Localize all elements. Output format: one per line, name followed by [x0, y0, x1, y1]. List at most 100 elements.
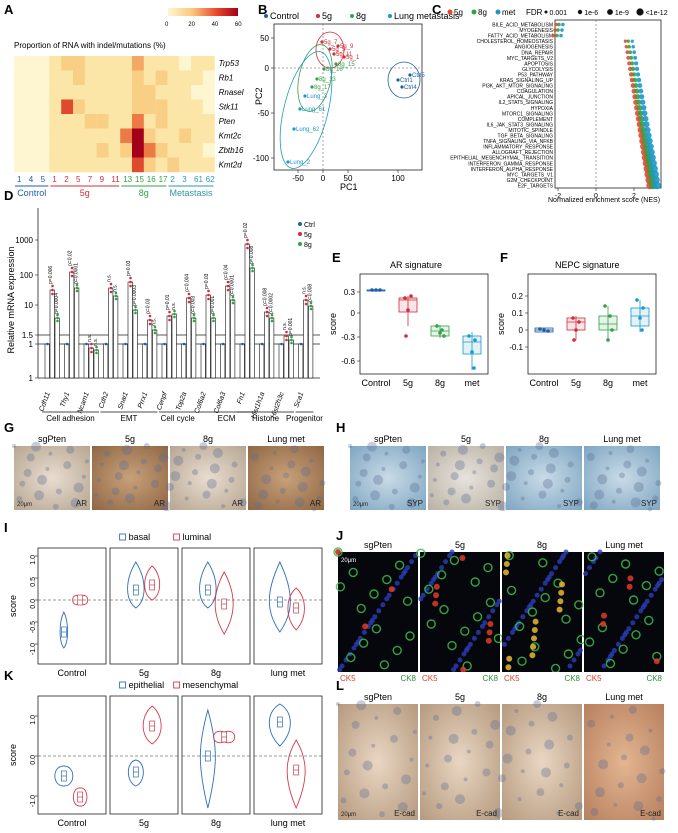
heatmap-cell	[73, 99, 85, 115]
box-ylabel: score	[328, 313, 338, 335]
cell-nucleus	[261, 474, 272, 485]
pathway-label: DNA_REPAIR	[521, 50, 553, 56]
bar-8g	[171, 313, 177, 379]
heatmap-cell	[61, 56, 74, 71]
stain-label: SYP	[407, 499, 423, 508]
fluorescence-image	[420, 552, 500, 672]
cell-nucleus	[99, 462, 104, 467]
cell-nucleus	[542, 478, 553, 489]
heatmap-cell	[25, 114, 38, 129]
image-label: 8g	[537, 692, 547, 702]
gene-label: Prrx1	[137, 391, 149, 409]
pca-point-label: 8g_16	[326, 67, 343, 73]
cell-nucleus	[340, 797, 347, 804]
pvalue-5g: p=0.008	[263, 288, 269, 306]
ck5-signal	[504, 552, 511, 559]
pvalue-8g: n.s.	[171, 302, 177, 310]
heatmap-cell	[37, 114, 50, 129]
pvalue-5g: p=0.02	[243, 222, 249, 238]
box-ytick: -0.3	[341, 333, 355, 342]
heatmap-cell	[96, 56, 109, 71]
heatmap-cell	[108, 85, 121, 100]
point-8g	[290, 338, 293, 342]
pvalue-8g: p=0.003	[191, 296, 197, 314]
pathway-label: INFLAMMATORY_RESPONSE	[483, 145, 553, 151]
point-8g	[212, 319, 215, 323]
qpcr-ytick: 1	[29, 374, 34, 383]
pca-point-label: 5g_7	[324, 40, 338, 46]
point-8g	[173, 309, 176, 313]
dapi-nucleus	[626, 626, 632, 632]
cell-nucleus	[253, 501, 262, 510]
point-5g	[304, 294, 308, 298]
pca-point	[310, 85, 314, 89]
stain-label: AR	[154, 499, 165, 508]
cell-nucleus	[525, 748, 532, 755]
cell-nucleus	[517, 447, 522, 452]
dapi-nucleus	[465, 645, 471, 651]
qpcr-ylabel: Relative mRNA expression	[6, 246, 16, 353]
dapi-nucleus	[467, 641, 473, 647]
sample-label: 2	[170, 175, 175, 184]
cell-nucleus	[648, 507, 653, 512]
dapi-nucleus	[553, 565, 559, 571]
bar-5g	[225, 285, 231, 379]
point-8g	[114, 291, 118, 295]
emt-violin: epithelial mesenchymal 1.0 0.0 -1.0 score Cont…	[8, 680, 323, 828]
bar-ctrl	[181, 343, 187, 379]
cell-nucleus	[84, 459, 89, 464]
cell-nucleus	[31, 441, 42, 452]
cell-nucleus	[586, 452, 595, 461]
heatmap-cell	[49, 70, 62, 86]
point-8g	[56, 319, 59, 323]
violin-category: lung met	[271, 818, 306, 828]
ck5-signal	[530, 643, 537, 650]
heatmap-cell	[132, 85, 144, 100]
cell-nucleus	[206, 478, 217, 489]
heatmap-cell	[14, 70, 26, 86]
cell-nucleus	[535, 442, 544, 450]
point-5g	[285, 330, 288, 334]
gsea-dot	[631, 44, 635, 49]
point-8g	[251, 266, 254, 270]
image-label: 8g	[537, 540, 547, 550]
stain-label: E-cad	[640, 809, 661, 818]
heatmap-cell	[108, 70, 121, 86]
pvalue-5g: p=0.03	[204, 273, 210, 289]
legend-item: Control	[270, 11, 299, 21]
cell-nucleus	[73, 482, 84, 493]
cell-nucleus	[538, 490, 547, 499]
ck8-signal	[394, 560, 405, 570]
heatmap-cell	[84, 114, 97, 129]
cell-nucleus	[533, 700, 542, 708]
box	[398, 297, 418, 313]
heatmap-cell	[120, 114, 133, 129]
pca-point-label: Lung_62	[296, 127, 320, 133]
ck5-signal	[460, 666, 467, 673]
gsea-xlabel: Normalized enrichment score (NES)	[548, 197, 660, 204]
panel-label-l: L	[336, 678, 344, 693]
cell-nucleus	[422, 791, 426, 796]
point-5g	[265, 314, 269, 318]
heatmap-cell	[120, 99, 133, 115]
category-label: Cell cycle	[161, 414, 196, 423]
cell-nucleus	[409, 757, 414, 762]
heatmap-cell	[37, 157, 50, 173]
bar-8g	[210, 317, 216, 379]
ck8-signal	[538, 558, 548, 568]
cell-nucleus	[294, 497, 305, 508]
cell-nucleus	[490, 719, 501, 730]
gsea-dot	[646, 137, 653, 145]
gsea-dot	[634, 61, 639, 66]
ck5-signal	[627, 575, 634, 582]
cell-nucleus	[362, 453, 371, 462]
cell-nucleus	[104, 450, 111, 457]
cell-nucleus	[469, 485, 474, 490]
cell-nucleus	[444, 754, 452, 763]
box-point	[374, 288, 378, 292]
cell-nucleus	[567, 734, 573, 741]
colorbar-tick: 40	[212, 22, 219, 28]
pca-point	[336, 44, 340, 48]
point-5g	[148, 314, 152, 318]
